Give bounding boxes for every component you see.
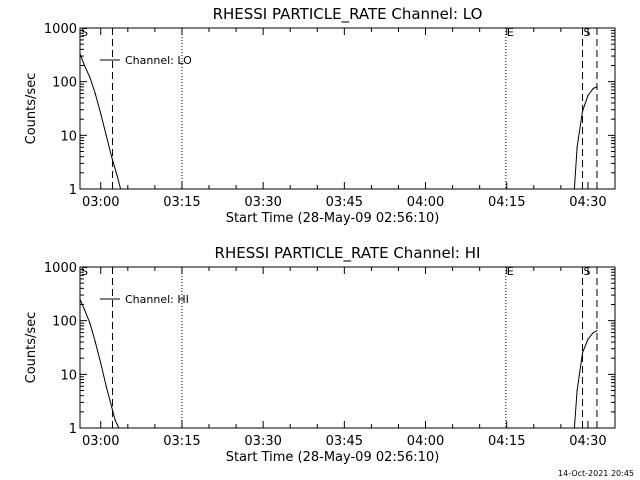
chart-panel-1: RHESSI PARTICLE_RATE Channel: LO 03:00 03:… — [24, 5, 616, 226]
series-line — [573, 86, 598, 190]
data-point — [100, 362, 102, 364]
series-line — [79, 299, 120, 429]
data-point — [110, 406, 113, 408]
x-tick-label: 04:00 — [407, 434, 444, 449]
data-point — [596, 86, 598, 88]
flag-label: S — [584, 265, 591, 278]
data-point — [105, 134, 107, 136]
data-point — [89, 76, 91, 79]
data-point — [587, 338, 589, 340]
x-tick-label: 03:15 — [163, 434, 200, 449]
data-point — [83, 64, 86, 67]
data-point — [79, 298, 81, 300]
y-tick-label: 1 — [69, 422, 77, 437]
chart-title: RHESSI PARTICLE_RATE Channel: LO — [213, 5, 483, 24]
plot-frame — [79, 266, 616, 429]
data-point — [576, 146, 578, 148]
flag-label: S — [584, 26, 591, 39]
y-tick-label: 1 — [69, 183, 77, 198]
legend-label: Channel: HI — [125, 293, 189, 306]
data-point — [596, 330, 598, 332]
data-point — [592, 331, 594, 334]
plot-frame — [79, 27, 616, 190]
chart-panel-2: RHESSI PARTICLE_RATE Channel: HI 03:00 03:… — [24, 244, 616, 465]
data-point — [592, 87, 594, 89]
data-point — [576, 389, 578, 392]
y-tick-label: 10 — [60, 129, 77, 144]
chart-title: RHESSI PARTICLE_RATE Channel: HI — [215, 244, 481, 263]
y-axis-label: Counts/sec — [24, 73, 39, 145]
flag-label: E — [507, 265, 514, 278]
data-point — [89, 322, 91, 324]
data-point — [83, 309, 86, 311]
x-tick-label: 03:45 — [326, 195, 363, 210]
series-line — [79, 53, 122, 190]
data-point — [105, 385, 107, 387]
x-tick-label: 03:30 — [244, 195, 281, 210]
flag-label: S — [81, 265, 88, 278]
data-point — [581, 352, 584, 354]
data-point — [114, 419, 116, 421]
data-point — [94, 341, 96, 343]
x-tick-label: 03:15 — [163, 195, 200, 210]
data-point — [573, 427, 576, 429]
data-point — [94, 92, 96, 95]
y-tick-label: 100 — [52, 315, 77, 330]
y-tick-label: 10 — [60, 368, 77, 383]
x-axis-label: Start Time (28-May-09 02:56:10) — [226, 450, 440, 465]
data-point — [118, 427, 120, 429]
x-tick-label: 03:30 — [244, 434, 281, 449]
y-tick-label: 1000 — [44, 22, 77, 37]
y-axis-label: Counts/sec — [24, 312, 39, 384]
y-tick-label: 1000 — [44, 261, 77, 276]
x-axis-label: Start Time (28-May-09 02:56:10) — [226, 211, 440, 226]
legend-label: Channel: LO — [125, 54, 192, 67]
x-tick-label: 04:30 — [569, 195, 606, 210]
flag-label: E — [507, 26, 514, 39]
x-tick-label: 03:45 — [326, 434, 363, 449]
x-tick-label: 04:15 — [488, 434, 525, 449]
data-point — [116, 174, 118, 176]
data-point — [100, 113, 102, 115]
series-line — [573, 330, 598, 429]
y-tick-label: 100 — [52, 76, 77, 91]
data-point — [110, 156, 113, 158]
data-point — [119, 188, 122, 190]
generation-timestamp: 14-Oct-2021 20:45 — [558, 469, 634, 478]
flag-label: S — [81, 26, 88, 39]
x-tick-label: 03:00 — [82, 195, 119, 210]
data-point — [79, 53, 81, 55]
x-tick-label: 04:15 — [488, 195, 525, 210]
data-point — [581, 110, 584, 112]
x-tick-label: 04:30 — [569, 434, 606, 449]
data-point — [573, 188, 576, 190]
x-tick-label: 03:00 — [82, 434, 119, 449]
data-point — [587, 95, 589, 97]
x-tick-label: 04:00 — [407, 195, 444, 210]
